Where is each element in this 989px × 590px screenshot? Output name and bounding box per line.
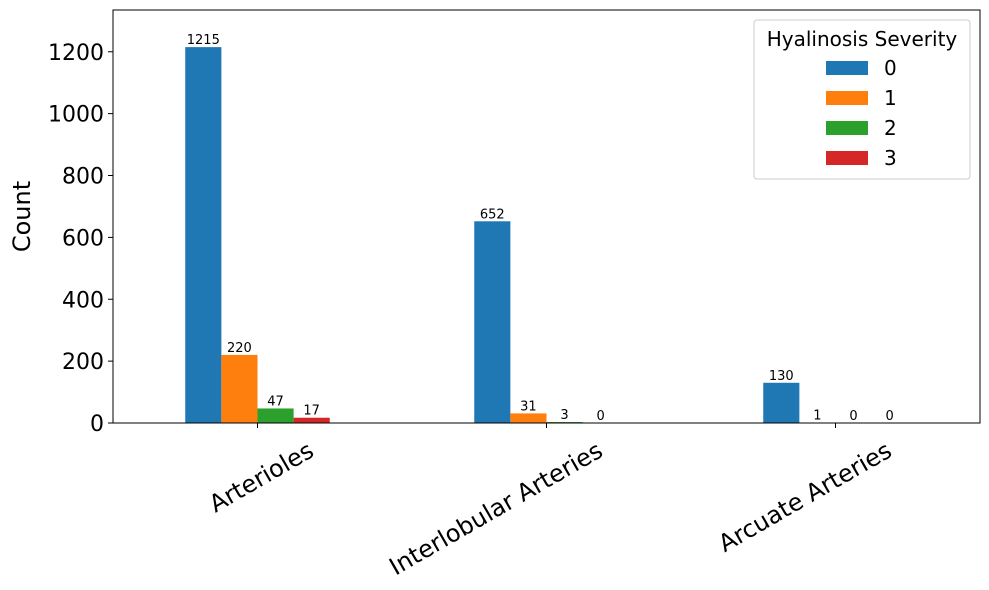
y-tick-label: 800	[62, 165, 104, 190]
bars-group	[185, 47, 836, 423]
x-tick-label: Interlobular Arteries	[385, 436, 608, 581]
bar	[474, 221, 511, 423]
y-tick-label: 0	[90, 412, 104, 437]
legend-title: Hyalinosis Severity	[767, 27, 958, 51]
x-tick-label: Arcuate Arteries	[714, 436, 897, 558]
legend-label: 1	[884, 86, 897, 110]
bar-value-label: 0	[886, 409, 894, 424]
y-axis: 0 200 400 600 800 1000 1200	[48, 41, 113, 437]
y-tick-label: 1000	[48, 103, 104, 128]
bar-value-label: 0	[597, 409, 605, 424]
bar-value-label: 130	[769, 369, 794, 384]
bar-value-label: 17	[303, 404, 320, 419]
bar-value-label: 220	[227, 341, 252, 356]
y-tick-label: 600	[62, 226, 104, 251]
legend-swatch	[826, 151, 868, 165]
legend: Hyalinosis Severity 0 1 2 3	[753, 19, 971, 180]
legend-swatch	[826, 91, 868, 105]
x-tick-label: Arterioles	[204, 436, 318, 518]
legend-swatch	[826, 61, 868, 75]
legend-items: 0 1 2 3	[826, 56, 897, 170]
legend-label: 2	[884, 116, 897, 140]
y-tick-label: 1200	[48, 41, 104, 66]
bar-value-label: 3	[560, 408, 568, 423]
bar-value-label: 1	[813, 409, 821, 424]
bar	[293, 417, 330, 423]
legend-swatch	[826, 121, 868, 135]
bar	[510, 413, 547, 423]
bar	[257, 408, 294, 423]
bar	[185, 47, 222, 423]
bar-value-label: 47	[267, 394, 284, 409]
y-tick-label: 400	[62, 288, 104, 313]
y-tick-label: 200	[62, 350, 104, 375]
bar-value-label: 1215	[187, 33, 220, 48]
bar-value-label: 652	[480, 207, 505, 222]
bar-value-label: 0	[849, 409, 857, 424]
bar-value-label: 31	[520, 399, 537, 414]
legend-label: 0	[884, 56, 897, 80]
bar	[221, 354, 258, 423]
bar	[763, 382, 800, 423]
x-axis: Arterioles Interlobular Arteries Arcuate A…	[204, 423, 897, 581]
y-axis-label: Count	[8, 181, 36, 252]
legend-label: 3	[884, 146, 897, 170]
